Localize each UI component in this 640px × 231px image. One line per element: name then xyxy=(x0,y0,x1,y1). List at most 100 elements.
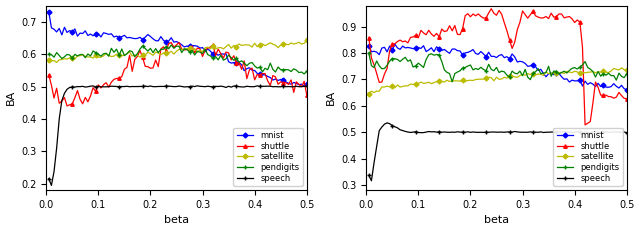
Line: pendigits: pendigits xyxy=(47,43,308,76)
pendigits xyxy=(180,48,188,50)
satellite xyxy=(623,68,630,71)
satellite xyxy=(415,82,422,85)
shuttle xyxy=(425,29,433,32)
speech xyxy=(303,85,310,88)
pendigits xyxy=(425,53,433,56)
speech xyxy=(623,131,630,134)
Line: shuttle: shuttle xyxy=(367,7,628,127)
mnist xyxy=(417,47,425,50)
shuttle xyxy=(500,21,508,24)
pendigits xyxy=(365,52,372,55)
pendigits xyxy=(612,79,620,82)
shuttle xyxy=(295,83,303,86)
speech xyxy=(287,85,295,88)
mnist xyxy=(198,46,206,49)
shuttle xyxy=(581,124,589,126)
satellite xyxy=(365,92,372,95)
mnist xyxy=(428,46,435,49)
satellite xyxy=(285,43,292,46)
satellite xyxy=(610,67,618,70)
pendigits xyxy=(303,70,310,73)
pendigits xyxy=(45,53,52,55)
speech xyxy=(503,131,511,133)
mnist xyxy=(522,62,529,65)
pendigits xyxy=(500,70,508,73)
Y-axis label: BA: BA xyxy=(326,90,335,106)
mnist xyxy=(290,81,298,84)
shuttle xyxy=(303,94,310,96)
speech xyxy=(295,85,303,88)
shuttle xyxy=(97,87,105,89)
shuttle xyxy=(522,13,529,16)
satellite xyxy=(292,42,300,45)
shuttle xyxy=(63,105,71,107)
Legend: mnist, shuttle, satellite, pendigits, speech: mnist, shuttle, satellite, pendigits, sp… xyxy=(554,128,623,186)
satellite xyxy=(602,71,610,73)
mnist xyxy=(303,82,310,85)
Legend: mnist, shuttle, satellite, pendigits, speech: mnist, shuttle, satellite, pendigits, sp… xyxy=(234,128,303,186)
speech xyxy=(420,131,428,134)
mnist xyxy=(45,11,52,13)
pendigits xyxy=(415,62,422,64)
pendigits xyxy=(285,68,292,71)
shuttle xyxy=(623,97,630,100)
X-axis label: beta: beta xyxy=(484,216,509,225)
pendigits xyxy=(168,44,175,46)
satellite xyxy=(618,67,625,69)
speech xyxy=(108,85,115,88)
mnist xyxy=(282,81,290,83)
mnist xyxy=(605,86,612,89)
satellite xyxy=(202,46,209,49)
pendigits xyxy=(623,72,630,75)
satellite xyxy=(108,55,115,58)
speech xyxy=(97,85,105,88)
speech xyxy=(204,85,212,88)
satellite xyxy=(45,58,52,61)
shuttle xyxy=(615,91,623,94)
shuttle xyxy=(488,7,495,10)
shuttle xyxy=(204,47,212,50)
speech xyxy=(193,84,201,87)
Line: pendigits: pendigits xyxy=(367,51,628,84)
Line: satellite: satellite xyxy=(367,66,628,96)
mnist xyxy=(300,84,308,87)
pendigits xyxy=(95,53,102,55)
shuttle xyxy=(365,36,372,39)
mnist xyxy=(500,56,508,59)
satellite xyxy=(97,56,105,59)
mnist xyxy=(365,44,372,47)
pendigits xyxy=(522,68,529,71)
shuttle xyxy=(183,48,191,51)
mnist xyxy=(95,32,102,35)
speech xyxy=(430,130,438,133)
speech xyxy=(180,85,188,88)
speech xyxy=(367,179,375,182)
X-axis label: beta: beta xyxy=(164,216,189,225)
mnist xyxy=(105,33,113,36)
Line: shuttle: shuttle xyxy=(47,41,308,108)
Y-axis label: BA: BA xyxy=(6,90,15,106)
Line: mnist: mnist xyxy=(367,43,628,91)
speech xyxy=(47,184,55,187)
speech xyxy=(615,131,623,134)
pendigits xyxy=(605,72,612,75)
pendigits xyxy=(105,55,113,58)
satellite xyxy=(425,81,433,84)
shuttle xyxy=(415,36,422,39)
mnist xyxy=(391,43,399,46)
Line: speech: speech xyxy=(367,121,628,182)
shuttle xyxy=(287,79,295,81)
shuttle xyxy=(607,95,615,98)
speech xyxy=(607,131,615,134)
speech xyxy=(383,122,391,124)
mnist xyxy=(623,88,630,91)
mnist xyxy=(178,43,186,46)
satellite xyxy=(180,48,188,50)
pendigits xyxy=(300,73,308,75)
mnist xyxy=(612,85,620,88)
speech xyxy=(524,131,532,134)
pendigits xyxy=(449,80,456,83)
shuttle xyxy=(108,81,115,84)
Line: satellite: satellite xyxy=(47,38,308,64)
satellite xyxy=(518,73,526,76)
